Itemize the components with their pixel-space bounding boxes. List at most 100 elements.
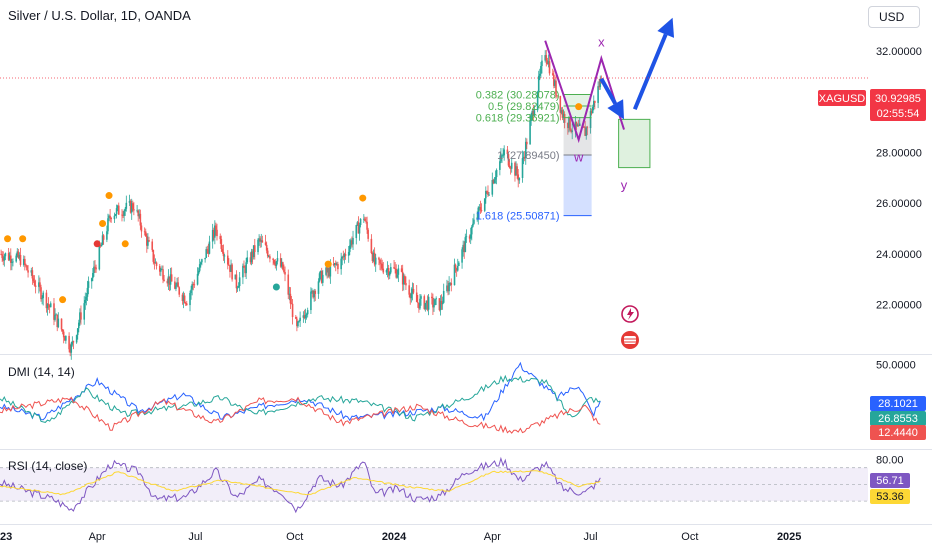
countdown-label: 02:55:54: [877, 108, 920, 120]
candle-body: [95, 267, 97, 270]
candle-body: [204, 257, 206, 260]
candle-body: [234, 274, 237, 280]
candle-body: [198, 264, 201, 271]
candle-body: [366, 221, 368, 230]
candle-body: [590, 111, 593, 114]
candle-body: [19, 254, 22, 265]
candle-body: [531, 110, 534, 116]
rsi-line-rsi_ma: [0, 470, 601, 496]
fib-label: 0.382 (30.28078): [476, 89, 560, 101]
candle-body: [561, 110, 564, 118]
candle-body: [435, 298, 437, 300]
candle-body: [562, 113, 565, 118]
candle-body: [494, 177, 497, 180]
dmi-value-label: 26.8553: [878, 413, 918, 425]
candle-body: [252, 245, 255, 258]
candle-body: [458, 262, 460, 267]
candle-body: [136, 210, 138, 212]
candle-body: [343, 254, 346, 258]
candle-body: [554, 80, 556, 86]
candle-body: [299, 317, 301, 321]
price-axis-label: 26.00000: [876, 198, 922, 210]
candle-body: [24, 258, 26, 265]
candle-body: [223, 255, 226, 257]
candle-body: [551, 73, 554, 75]
candle-body: [503, 149, 505, 156]
candle-body: [508, 165, 511, 168]
time-axis-label: 2023: [0, 531, 12, 543]
candle-body: [30, 270, 33, 273]
candle-body: [381, 263, 383, 269]
dmi-value-label: 12.4440: [878, 427, 918, 439]
ticker-badge: [818, 90, 866, 106]
candle-body: [571, 130, 573, 132]
candle-body: [373, 252, 376, 265]
rsi-axis-label: 80.00: [876, 454, 904, 466]
wave-label-x: x: [598, 34, 605, 49]
candle-body: [138, 213, 141, 217]
candle-body: [473, 219, 475, 224]
currency-button[interactable]: USD: [868, 6, 920, 28]
candle-body: [297, 321, 299, 327]
dmi-value-label: 28.1021: [878, 398, 918, 410]
candle-body: [390, 267, 392, 273]
signal-marker: [121, 240, 129, 248]
wave-label-y: y: [621, 178, 628, 193]
candle-body: [266, 250, 269, 257]
candle-body: [211, 229, 214, 242]
dmi-line-minus_di: [0, 396, 601, 434]
signal-marker: [324, 260, 332, 268]
candle-body: [302, 315, 305, 318]
candle-body: [599, 78, 602, 88]
candle-body: [568, 117, 570, 129]
candle-body: [500, 155, 502, 162]
candle-body: [478, 207, 481, 208]
candle-body: [212, 229, 215, 238]
candle-body: [332, 264, 335, 266]
candle-body: [268, 256, 270, 258]
candle-body: [107, 218, 109, 232]
candle-body: [124, 208, 127, 212]
candle-body: [298, 320, 300, 322]
candle-body: [275, 261, 278, 266]
candle-body: [161, 269, 163, 271]
candle-body: [208, 241, 211, 254]
candle-body: [190, 289, 192, 293]
candle-body: [507, 154, 510, 166]
candle-body: [404, 276, 406, 284]
candle-body: [559, 96, 562, 113]
candle-body: [386, 268, 389, 271]
candle-body: [402, 276, 405, 285]
candle-body: [41, 298, 43, 300]
candle-body: [555, 80, 557, 96]
candle-body: [352, 238, 354, 245]
candle-body: [158, 265, 161, 272]
candle-body: [137, 210, 139, 217]
price-axis-label: 28.00000: [876, 147, 922, 159]
candle-body: [468, 236, 471, 239]
signal-marker: [575, 103, 583, 111]
candle-body: [56, 314, 59, 328]
price-axis-label: 32.00000: [876, 46, 922, 58]
candle-body: [570, 129, 572, 132]
candle-body: [121, 214, 123, 216]
candle-body: [355, 225, 358, 239]
candle-body: [55, 314, 57, 316]
candle-body: [453, 264, 456, 286]
candle-body: [122, 214, 124, 216]
candle-body: [295, 317, 297, 319]
candle-body: [449, 282, 451, 284]
candle-body: [598, 86, 600, 88]
candle-body: [367, 229, 369, 239]
candle-body: [197, 270, 200, 274]
candle-body: [456, 266, 459, 271]
candle-body: [57, 318, 60, 328]
candle-body: [229, 265, 231, 272]
candle-body: [415, 292, 418, 303]
chart-title: Silver / U.S. Dollar, 1D, OANDA: [8, 8, 191, 23]
candle-body: [265, 244, 268, 251]
candle-body: [448, 282, 450, 292]
candle-body: [246, 257, 249, 263]
candle-body: [230, 264, 232, 272]
